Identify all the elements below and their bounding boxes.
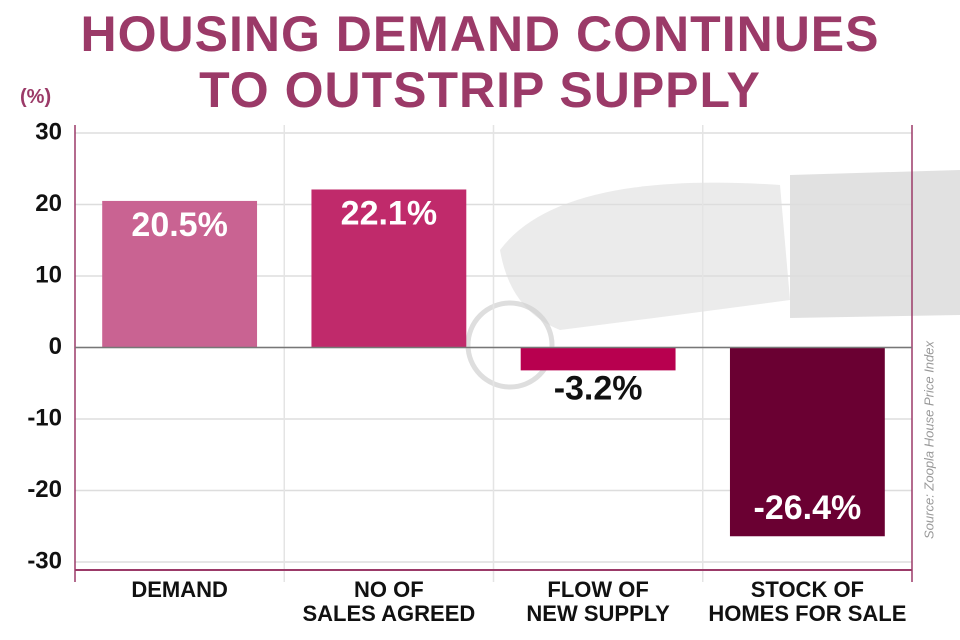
chart-title: HOUSING DEMAND CONTINUES TO OUTSTRIP SUP… (80, 6, 880, 118)
x-tick-label: STOCK OF HOMES FOR SALE (708, 577, 907, 626)
value-label: 22.1% (341, 194, 437, 232)
y-tick-label: -10 (27, 404, 62, 431)
y-tick-label: 30 (35, 118, 62, 145)
source: Source: Zoopla House Price Index (921, 341, 936, 539)
x-tick-label: FLOW OF NEW SUPPLY (526, 577, 670, 626)
value-label: 20.5% (131, 206, 227, 244)
y-tick-label: 0 (49, 333, 62, 360)
bar (102, 200, 258, 348)
x-tick-label: DEMAND (131, 577, 228, 602)
bar (520, 347, 676, 371)
y-tick-label: -30 (27, 547, 62, 574)
value-label: -3.2% (554, 369, 643, 407)
bar (311, 189, 467, 348)
y-axis-label: (%) (20, 86, 52, 108)
value-label: -26.4% (754, 489, 862, 527)
key-ring-illustration (465, 300, 555, 390)
hand-illustration (500, 182, 790, 330)
y-tick-label: -20 (27, 476, 62, 503)
y-tick-label: 10 (35, 261, 62, 288)
sleeve-illustration (790, 170, 960, 318)
x-tick-label: NO OF SALES AGREED (302, 577, 476, 626)
bar (729, 347, 885, 537)
y-tick-label: 20 (35, 190, 62, 217)
